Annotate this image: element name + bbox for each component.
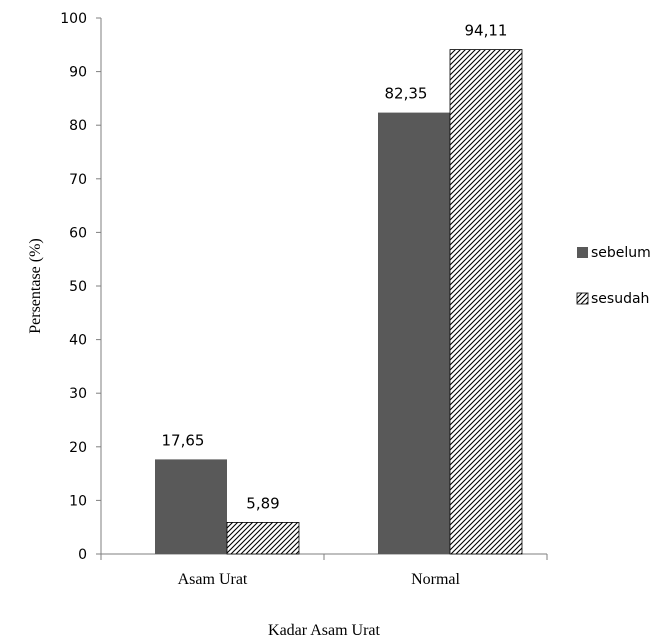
x-tick-label: Asam Urat bbox=[178, 571, 248, 588]
bar-sesudah-1 bbox=[449, 49, 523, 555]
data-labels: 17,65 82,35 5,89 94,11 bbox=[162, 22, 508, 513]
x-axis-ticks: Asam Urat Normal bbox=[100, 554, 548, 588]
y-tick-label: 40 bbox=[69, 333, 87, 349]
y-tick-label: 100 bbox=[60, 11, 87, 27]
bar-sesudah-0 bbox=[226, 522, 300, 555]
data-label-sesudah-0: 5,89 bbox=[246, 494, 279, 512]
y-tick-label: 50 bbox=[69, 279, 87, 295]
legend-label-sebelum: sebelum bbox=[591, 245, 651, 261]
y-tick-label: 90 bbox=[69, 65, 87, 81]
y-axis-title: Persentase (%) bbox=[27, 238, 44, 334]
y-tick-label: 10 bbox=[69, 493, 87, 509]
legend-swatch-sesudah bbox=[576, 292, 589, 305]
legend-swatch-sebelum bbox=[577, 247, 588, 258]
x-axis-title: Kadar Asam Urat bbox=[268, 622, 381, 638]
legend: sebelum sesudah bbox=[576, 245, 651, 307]
y-tick-label: 70 bbox=[69, 172, 87, 188]
bar-sebelum-1 bbox=[378, 112, 450, 554]
bar-sebelum-0 bbox=[155, 459, 227, 554]
data-label-sebelum-0: 17,65 bbox=[162, 431, 205, 449]
y-tick-label: 20 bbox=[69, 440, 87, 456]
x-axis: Asam Urat Normal bbox=[100, 553, 548, 588]
bars bbox=[155, 49, 523, 555]
y-tick-label: 60 bbox=[69, 225, 87, 241]
data-label-sebelum-1: 82,35 bbox=[385, 85, 428, 103]
y-tick-label: 30 bbox=[69, 386, 87, 402]
y-axis: 0 10 20 30 40 50 60 70 80 90 100 bbox=[60, 11, 102, 563]
data-label-sesudah-1: 94,11 bbox=[465, 22, 508, 40]
y-axis-ticks: 0 10 20 30 40 50 60 70 80 90 100 bbox=[60, 11, 101, 563]
x-tick-label: Normal bbox=[411, 571, 460, 588]
y-tick-label: 80 bbox=[69, 118, 87, 134]
legend-label-sesudah: sesudah bbox=[591, 291, 649, 307]
y-tick-label: 0 bbox=[78, 547, 87, 563]
